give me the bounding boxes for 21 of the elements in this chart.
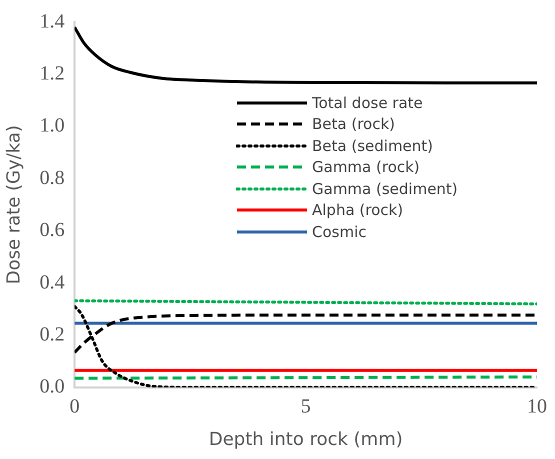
y-tick-label: 1.0: [40, 114, 65, 137]
legend-label: Total dose rate: [312, 94, 423, 112]
y-tick-label: 0.0: [40, 376, 65, 398]
legend-label: Cosmic: [312, 222, 366, 241]
legend-label: Beta (sediment): [312, 136, 434, 155]
x-tick-label: 10: [527, 396, 547, 418]
y-tick-label: 1.2: [40, 62, 65, 84]
y-tick-label: 1.4: [40, 10, 65, 32]
legend-label: Gamma (rock): [312, 158, 420, 176]
x-axis-title: Depth into rock (mm): [208, 428, 403, 450]
legend-label: Alpha (rock): [312, 201, 404, 220]
y-tick-label: 0.8: [40, 166, 65, 189]
y-tick-label: 0.2: [40, 323, 65, 346]
x-tick-label: 0: [70, 396, 80, 418]
line-series: [74, 26, 537, 84]
legend-label: Gamma (sediment): [312, 180, 458, 198]
y-tick-label: 0.4: [40, 271, 65, 294]
y-axis-title: Dose rate (Gy/ka): [3, 125, 24, 284]
x-tick-label: 5: [300, 396, 311, 418]
legend-label: Beta (rock): [312, 115, 396, 134]
y-tick-label: 0.6: [40, 219, 65, 242]
